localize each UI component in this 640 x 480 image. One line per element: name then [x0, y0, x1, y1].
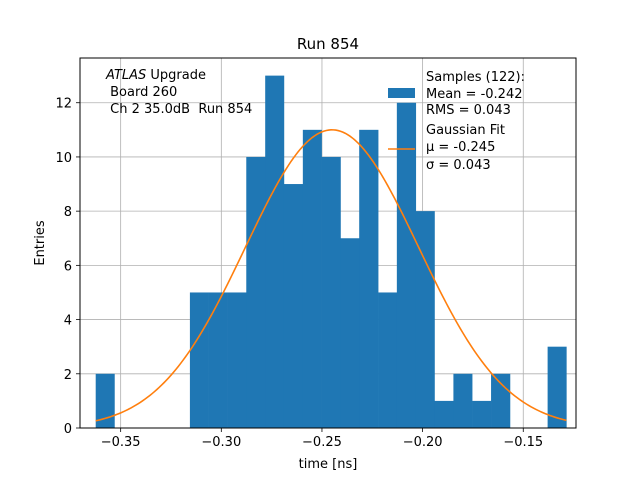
x-axis-ticks: −0.35 −0.30 −0.25 −0.20 −0.15	[101, 428, 543, 450]
gaussian-fit-line	[95, 129, 567, 422]
y-tick-label-5: 10	[55, 151, 72, 166]
annotation-line-1: ATLAS Upgrade	[105, 68, 206, 83]
annotation-atlas: ATLAS	[105, 68, 146, 83]
annotation-line-3: Ch 2 35.0dB Run 854	[106, 102, 252, 117]
chart-title: Run 854	[297, 35, 359, 53]
legend-fit-line-2: μ = -0.245	[426, 140, 495, 155]
histogram-bar-19	[453, 373, 473, 428]
histogram-bar-0	[95, 373, 115, 428]
y-axis-label: Entries	[33, 220, 48, 266]
x-tick-label-2: −0.25	[302, 435, 342, 450]
annotation-upgrade: Upgrade	[146, 68, 206, 83]
histogram-bar-12	[321, 156, 341, 428]
histogram-bar-5	[189, 292, 209, 428]
y-axis-ticks: 0 2 4 6 8 10 12	[55, 97, 80, 437]
x-tick-label-4: −0.15	[503, 435, 543, 450]
gaussian-fit-curve	[95, 129, 567, 422]
x-tick-label-3: −0.20	[403, 435, 443, 450]
legend: Samples (122): Mean = -0.242 RMS = 0.043…	[388, 70, 525, 173]
histogram-bar-10	[283, 184, 304, 428]
legend-samples-line-2: Mean = -0.242	[426, 87, 522, 102]
legend-fit-line-3: σ = 0.043	[426, 158, 491, 173]
histogram-bar-20	[472, 400, 492, 428]
histogram-bar-8	[246, 156, 266, 428]
x-axis-label: time [ns]	[299, 457, 358, 472]
histogram-bar-13	[340, 238, 360, 428]
histogram-bar-11	[302, 129, 322, 429]
y-tick-label-2: 4	[64, 314, 72, 329]
y-tick-label-3: 6	[64, 259, 72, 274]
histogram-bar-21	[491, 373, 511, 428]
histogram-bar-7	[227, 292, 247, 428]
histogram-bar-6	[208, 292, 228, 428]
x-tick-label-1: −0.30	[201, 435, 241, 450]
y-tick-label-1: 2	[64, 368, 72, 383]
annotation-line-2: Board 260	[106, 85, 177, 100]
legend-samples-swatch	[388, 88, 415, 98]
legend-samples-line-1: Samples (122):	[426, 70, 525, 85]
x-tick-label-0: −0.35	[101, 435, 141, 450]
histogram-bar-18	[434, 400, 454, 428]
y-tick-label-0: 0	[64, 422, 72, 437]
histogram-bar-17	[415, 211, 435, 428]
histogram-bar-9	[265, 75, 285, 428]
y-tick-label-6: 12	[55, 97, 72, 112]
legend-samples-line-3: RMS = 0.043	[426, 103, 511, 118]
histogram-bar-24	[547, 346, 567, 428]
plot-frame	[79, 57, 577, 429]
histogram-bar-16	[396, 102, 417, 428]
atlas-annotation: ATLAS Upgrade Board 260 Ch 2 35.0dB Run …	[105, 68, 252, 117]
histogram-bar-15	[378, 292, 398, 428]
y-tick-label-4: 8	[64, 205, 72, 220]
histogram-bar-14	[359, 129, 379, 429]
legend-fit-line-1: Gaussian Fit	[426, 123, 505, 138]
